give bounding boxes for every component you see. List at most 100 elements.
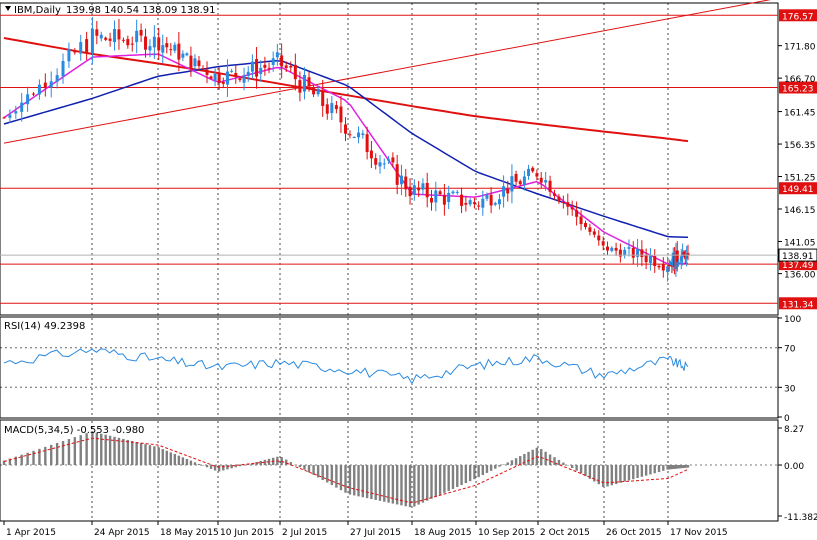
macd-bar-77 [357,465,360,497]
mid-ma-line [3,59,688,239]
macd-bar-74 [344,465,347,493]
chevron-down-icon[interactable] [5,6,11,11]
candle-body-83 [382,163,386,165]
candle-body-4 [26,94,30,105]
candle-body-129 [579,216,583,225]
candle-body-108 [489,194,493,206]
price-tick-label-2: 161.45 [784,109,816,119]
macd-bar-153 [672,465,675,469]
macd-bar-79 [365,465,369,499]
candle-body-114 [514,173,518,182]
macd-bar-46 [222,465,225,471]
macd-bar-150 [668,465,671,470]
macd-bar-141 [632,465,635,480]
macd-bar-122 [548,454,552,466]
macd-bar-19 [108,435,112,466]
macd-bar-106 [481,465,485,476]
macd-bar-164 [686,465,690,468]
macd-bar-132 [593,465,596,482]
time-label-0: 1 Apr 2015 [6,528,56,538]
candle-body-22 [121,39,125,41]
time-label-6: 18 Aug 2015 [414,528,472,538]
horizontal-levels[interactable]: 176.57 165.23 149.41 137.49 131.34 [0,9,817,310]
macd-bar-133 [597,465,600,485]
candle-body-49 [234,73,238,76]
price-panel[interactable]: 176.57 165.23 149.41 137.49 131.34 171.80 166… [0,0,817,316]
candle-body-16 [95,29,99,36]
candle-body-76 [352,136,356,138]
slow-ma-line [3,37,689,143]
macd-bar-80 [370,465,373,500]
macd-bar-128 [575,465,578,471]
chart-title: IBM,Daily [14,5,61,16]
candle-body-51 [242,75,246,83]
macd-bar-95 [434,465,438,497]
level-label-4: 131.34 [782,300,814,310]
rsi-panel[interactable]: 100 70 30 0 RSI(14) 49.2398 [0,315,801,424]
candle-body-50 [238,78,242,81]
macd-bar-83 [383,465,386,502]
candle-body-21 [117,29,121,40]
macd-bar-11 [67,439,71,466]
macd-bar-91 [417,465,420,505]
macd-bar-143 [640,465,644,477]
candle-body-70 [325,104,329,114]
candle-body-75 [348,134,352,136]
macd-bar-126 [566,465,569,466]
macd-tick-label-0: 8.27 [784,425,804,435]
candle-body-92 [421,183,425,190]
macd-bar-99 [451,465,455,489]
trend-line[interactable] [3,0,778,144]
candles [2,17,690,282]
macd-bar-85 [391,465,395,504]
candle-body-48 [230,70,234,72]
rsi-grid [0,318,778,417]
macd-bar-31 [161,449,164,466]
candle-body-109 [493,203,497,205]
macd-bar-147 [657,465,661,473]
candle-body-93 [425,182,429,198]
candle-body-163 [685,253,689,259]
macd-bar-149 [666,465,669,470]
candle-body-99 [451,191,455,194]
candle-body-35 [177,43,181,60]
candle-body-45 [217,74,221,83]
candle-body-72 [334,105,338,110]
candle-body-80 [369,150,373,159]
macd-bar-121 [544,451,547,466]
candle-body-145 [648,255,652,263]
macd-bar-110 [498,465,501,467]
rsi-line [3,348,689,385]
macd-bar-47 [226,465,229,470]
candle-body-96 [438,191,442,195]
candle-body-91 [417,187,421,191]
macd-bar-10 [61,441,65,466]
candle-body-135 [606,246,610,251]
candle-body-118 [531,167,535,172]
macd-histogram [2,431,690,508]
candle-body-33 [169,49,173,51]
macd-bar-90 [413,465,416,507]
macd-bar-52 [247,464,250,466]
macd-bar-92 [421,465,425,503]
candle-body-107 [485,194,489,199]
candle-body-9 [55,75,59,82]
trend-line-segment [3,0,772,144]
candle-body-78 [361,133,365,136]
candle-body-119 [535,173,539,177]
price-tick-label-1: 166.70 [784,75,816,85]
macd-bar-148 [662,465,665,471]
candle-body-140 [627,247,631,249]
macd-bar-84 [387,465,390,503]
macd-bar-17 [100,433,103,466]
candle-body-64 [298,80,302,93]
price-tick-label-7: 136.00 [784,271,816,281]
macd-bar-108 [489,465,493,471]
candle-body-115 [518,181,522,185]
candle-body-143 [640,249,644,258]
level-label-1: 165.23 [782,84,814,94]
macd-bar-146 [653,465,656,474]
macd-bar-78 [361,465,365,498]
macd-panel[interactable]: 8.27 0.00 -11.382 MACD(5,34,5) -0.553 -0.9… [0,419,817,523]
